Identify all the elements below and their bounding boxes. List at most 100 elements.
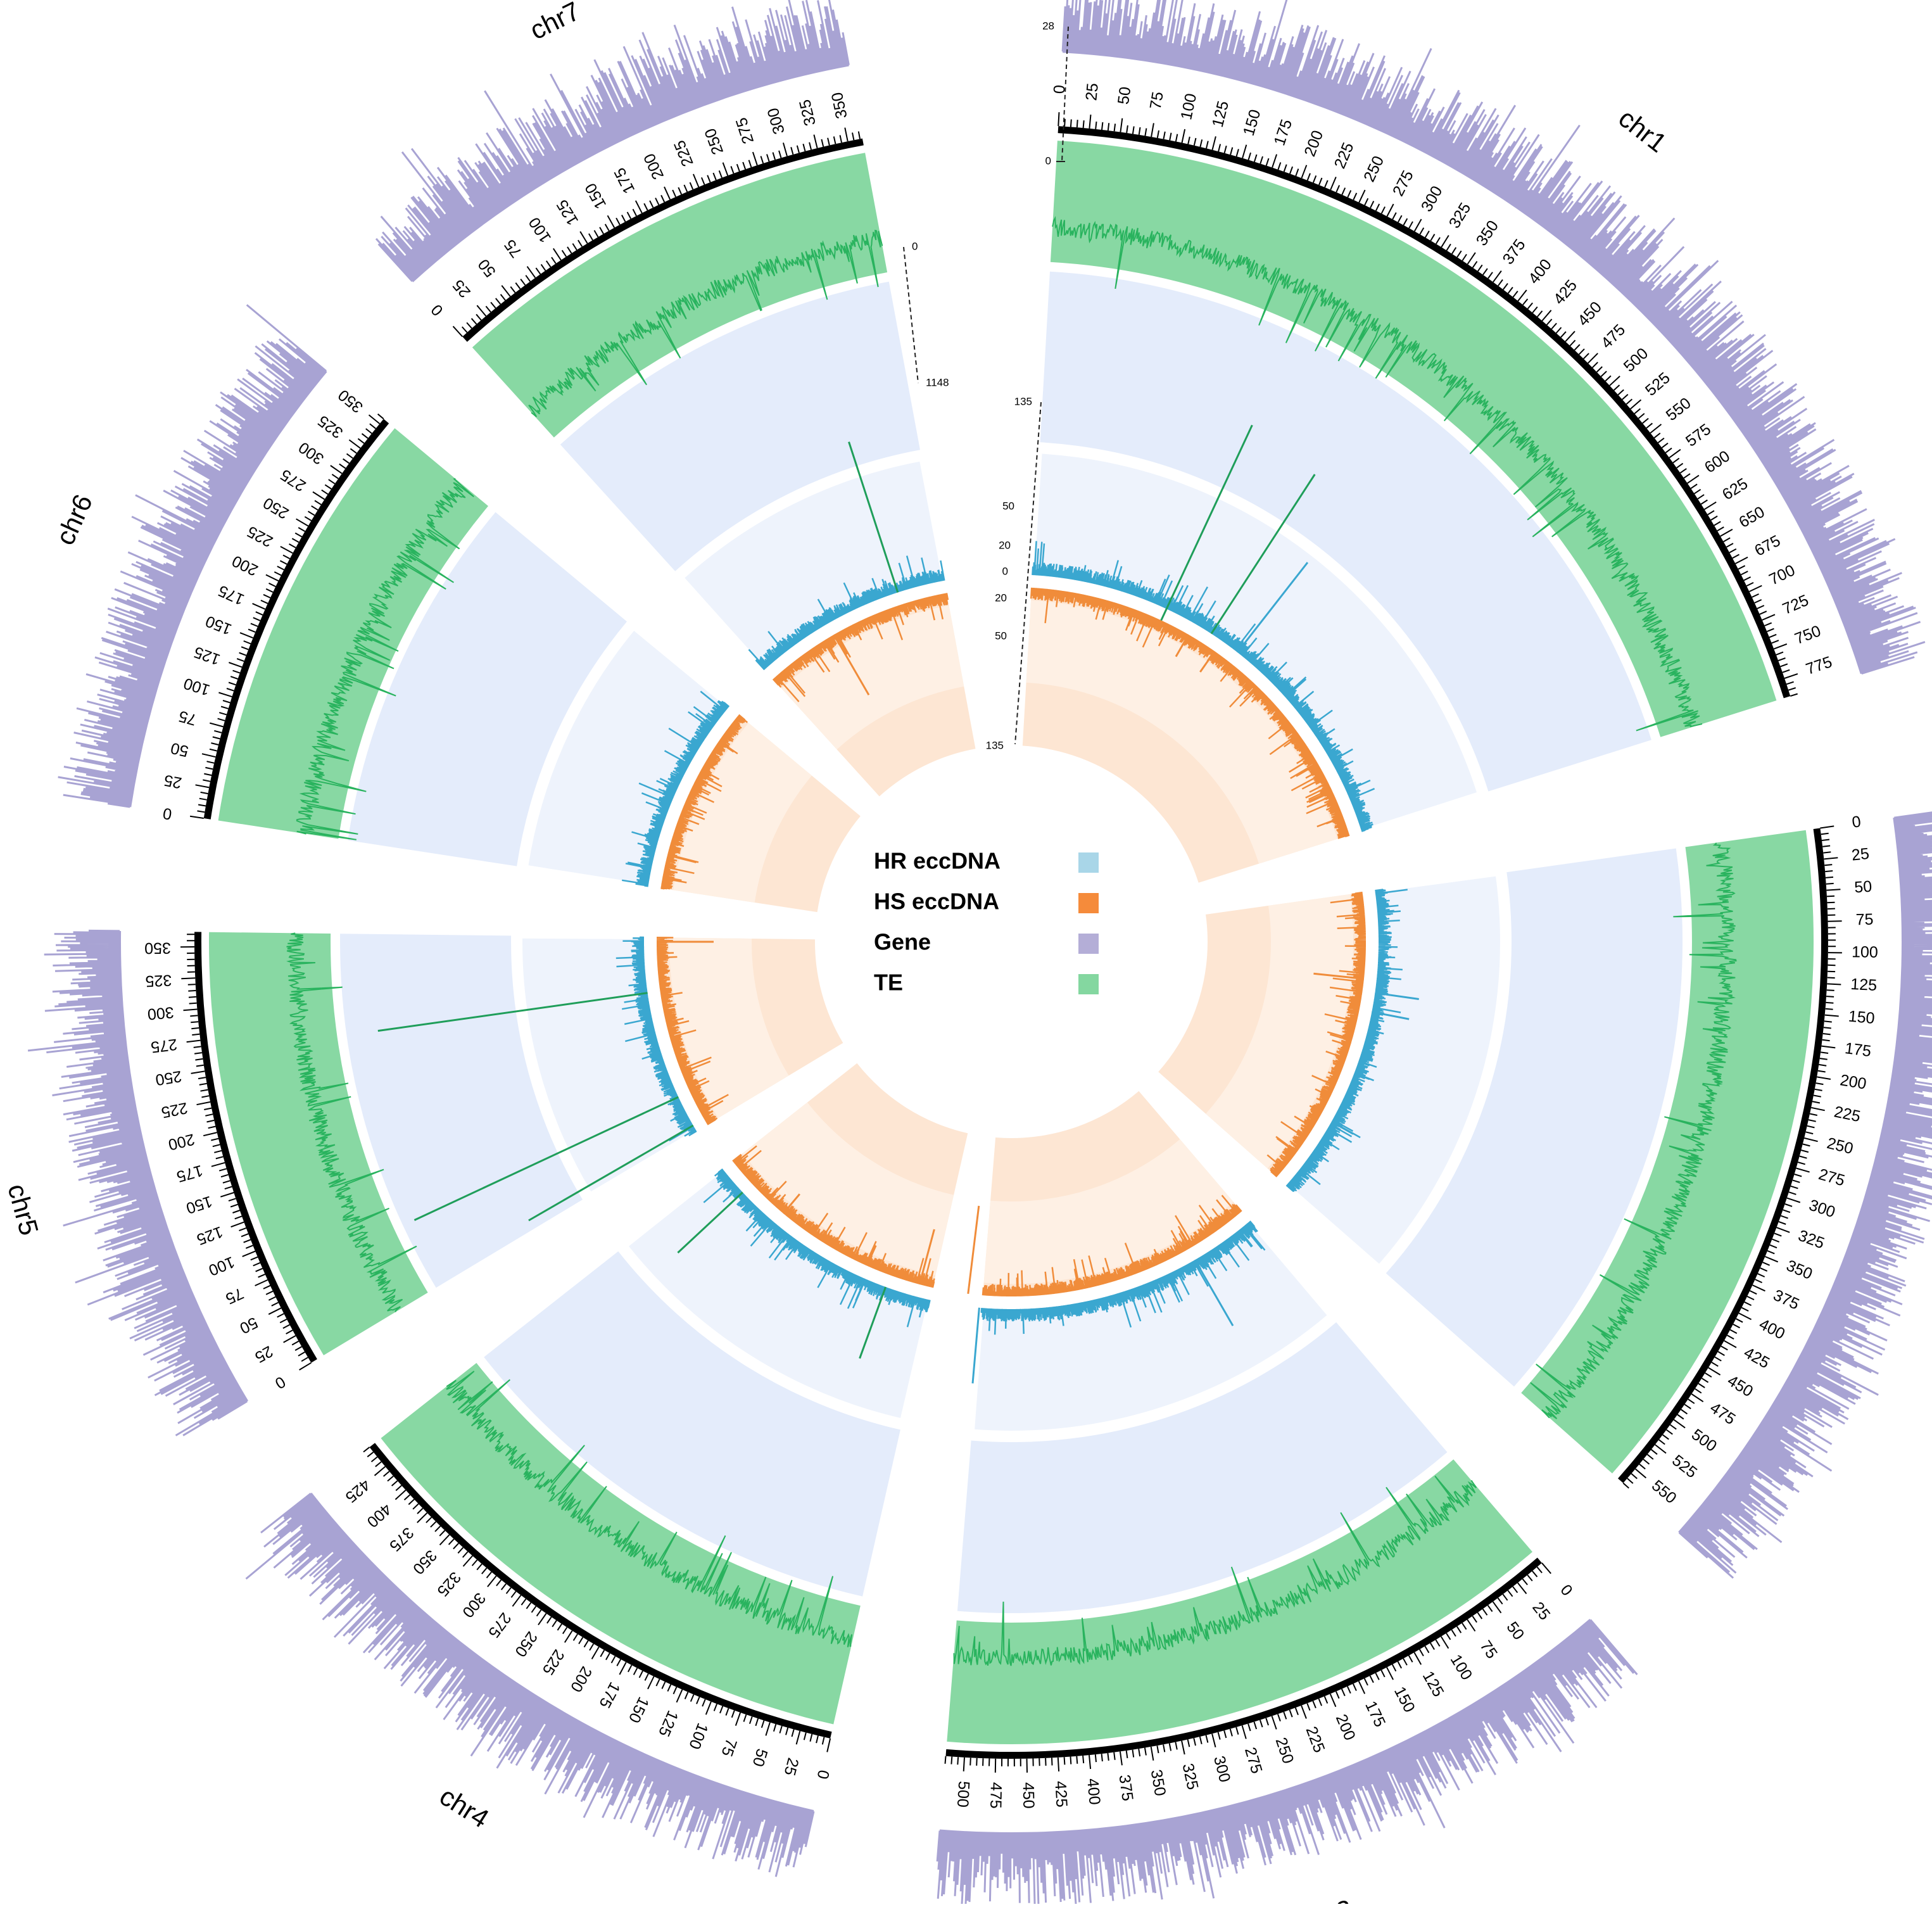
tick-label: 25: [449, 276, 474, 301]
tick-label: 150: [1391, 1684, 1418, 1716]
scale-axes: 28 0 0 1148 135 50 20 0 20 50 135: [903, 20, 1069, 751]
chr5-hr-bars: [616, 936, 697, 1142]
tick-label: 350: [409, 1547, 440, 1578]
tick-label: 225: [671, 138, 697, 169]
chr4-hs-mid-bg: [742, 1102, 954, 1276]
chr1-te-band: [1050, 141, 1777, 737]
hr-scale-mid: 50: [1002, 500, 1014, 512]
tick-label: 350: [1784, 1257, 1815, 1283]
chr3-ideogram: [945, 1557, 1542, 1759]
chr7-gene-bars: [375, 0, 850, 282]
tick-label: 100: [1852, 943, 1878, 961]
tick-label: 0: [427, 301, 446, 319]
gene-scale-min: 0: [1045, 155, 1051, 167]
spike-6: [1313, 972, 1365, 980]
chr5-ticks: [180, 934, 312, 1371]
tick-label: 350: [335, 386, 367, 416]
chr6-hr-bg: [348, 512, 627, 866]
legend-swatch-1: [1078, 893, 1099, 913]
tick-label: 275: [1817, 1165, 1847, 1189]
chr2-te-band: [1521, 830, 1814, 1474]
tick-label: 400: [1083, 1778, 1104, 1806]
chr6-ticks: [189, 413, 384, 819]
tick-label: 0: [1051, 84, 1069, 94]
spike-19: [782, 1193, 800, 1214]
spike-0: [1160, 424, 1253, 621]
chr7-te-band: [472, 153, 888, 438]
tick-label: 300: [1210, 1754, 1234, 1784]
tick-label: 200: [1332, 1712, 1359, 1743]
tick-label: 225: [1331, 140, 1358, 171]
chr2-hr-inner-bg: [1287, 876, 1500, 1264]
tick-label: 650: [1736, 503, 1767, 531]
hr-scale-low: 20: [999, 539, 1011, 551]
tick-label: 300: [1807, 1196, 1837, 1222]
tick-label: 475: [987, 1782, 1005, 1809]
chr1-gene-bars: [1061, 0, 1926, 675]
tick-label: 300: [1418, 183, 1446, 215]
chr2-te-profile: [1530, 842, 1737, 1419]
tick-label: 325: [796, 98, 819, 127]
tick-label: 325: [145, 971, 172, 990]
tick-label: 75: [1855, 911, 1874, 929]
tick-label: 325: [315, 412, 346, 442]
tick-label: 175: [175, 1162, 205, 1186]
tick-label: 375: [1771, 1286, 1802, 1314]
chr4-te-band: [381, 1363, 861, 1725]
chr5-hr-bg: [340, 934, 583, 1288]
chr4-te-profile: [446, 1371, 853, 1647]
tick-label: 100: [526, 214, 555, 246]
chr7-hs-mid-bg: [781, 605, 964, 750]
tick-label: 300: [764, 106, 788, 136]
chr4-label: chr4: [434, 1781, 494, 1834]
tick-label: 25: [252, 1342, 276, 1366]
chr3-hr-bg: [957, 1322, 1448, 1614]
tick-label: 275: [150, 1036, 179, 1056]
tick-label: 475: [1598, 321, 1629, 352]
tick-label: 100: [206, 1253, 237, 1279]
tick-label: 125: [1850, 975, 1878, 994]
tick-label: 50: [1853, 878, 1872, 897]
tick-label: 100: [1447, 1651, 1476, 1683]
chr6-hr-inner-bg: [528, 631, 728, 885]
spike-21: [971, 1307, 980, 1384]
chr1-hr-bars: [1032, 541, 1375, 832]
tick-label: 475: [1707, 1399, 1738, 1428]
legend: HR eccDNA HS eccDNA Gene TE: [874, 848, 1099, 996]
chr4-hr-bg: [484, 1251, 900, 1597]
chr1-ticks: [1058, 112, 1798, 697]
tick-label: 200: [640, 151, 667, 182]
tick-label: 600: [1702, 447, 1733, 477]
tick-label: 725: [1780, 592, 1811, 618]
tick-label: 50: [475, 256, 500, 281]
spike-17: [833, 634, 870, 696]
tick-label: 75: [177, 707, 198, 728]
spike-8: [859, 1286, 887, 1359]
chr6-gene-bars: [58, 304, 327, 808]
tick-label: 300: [147, 1003, 175, 1023]
legend-swatch-0: [1078, 852, 1099, 873]
tick-label: 150: [1848, 1008, 1876, 1028]
chr7-te-profile: [528, 229, 883, 417]
tick-label: 325: [1796, 1227, 1827, 1253]
tick-label: 125: [655, 1708, 681, 1739]
tick-label: 125: [553, 196, 583, 228]
tick-label: 250: [1360, 153, 1387, 185]
chr7-hr-inner-bg: [685, 461, 943, 669]
hs-scale-max: 135: [986, 739, 1004, 751]
chr3-te-band: [947, 1459, 1532, 1744]
tick-label: 300: [458, 1589, 489, 1621]
tick-label: 700: [1766, 561, 1798, 588]
chr1-hs-bars: [1030, 587, 1350, 839]
tick-label: 400: [1525, 256, 1555, 288]
tick-label: 350: [1473, 217, 1503, 249]
tick-label: 250: [260, 494, 292, 523]
chr2-gene-bars: [1678, 811, 1932, 1579]
legend-label-3: TE: [874, 970, 903, 996]
chr6-te-profile: [296, 478, 474, 840]
tick-label: 200: [1839, 1071, 1868, 1093]
tick-label: 225: [1833, 1103, 1862, 1125]
tick-label: 275: [277, 466, 309, 495]
